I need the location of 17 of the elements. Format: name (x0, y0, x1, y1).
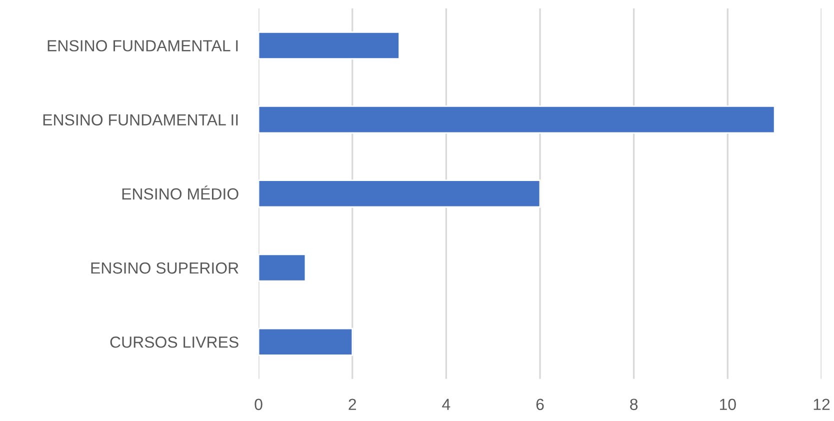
bar (258, 328, 354, 356)
y-tick-label: ENSINO SUPERIOR (91, 262, 238, 274)
bar (258, 31, 400, 60)
x-tick-label: 2 (348, 398, 356, 410)
y-tick-label: ENSINO FUNDAMENTAL I (48, 40, 238, 52)
bar (258, 254, 306, 282)
y-tick-label: CURSOS LIVRES (110, 336, 238, 348)
x-tick-label: 6 (536, 398, 544, 410)
y-tick-label: ENSINO FUNDAMENTAL II (43, 114, 238, 126)
x-tick-label: 12 (814, 398, 830, 410)
x-tick-label: 8 (630, 398, 638, 410)
y-tick-label: ENSINO MÉDIO (122, 186, 238, 200)
x-tick-label: 4 (442, 398, 450, 410)
bar (258, 180, 541, 208)
x-tick-label: 10 (720, 398, 736, 410)
bar (258, 106, 776, 134)
x-tick-label: 0 (254, 398, 262, 410)
